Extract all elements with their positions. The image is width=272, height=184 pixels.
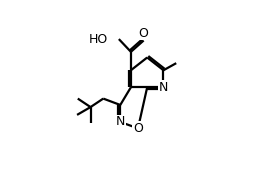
Text: N: N [116, 116, 125, 128]
Text: HO: HO [88, 33, 107, 46]
Text: N: N [159, 81, 168, 94]
Text: O: O [133, 122, 143, 135]
Text: O: O [139, 27, 149, 40]
